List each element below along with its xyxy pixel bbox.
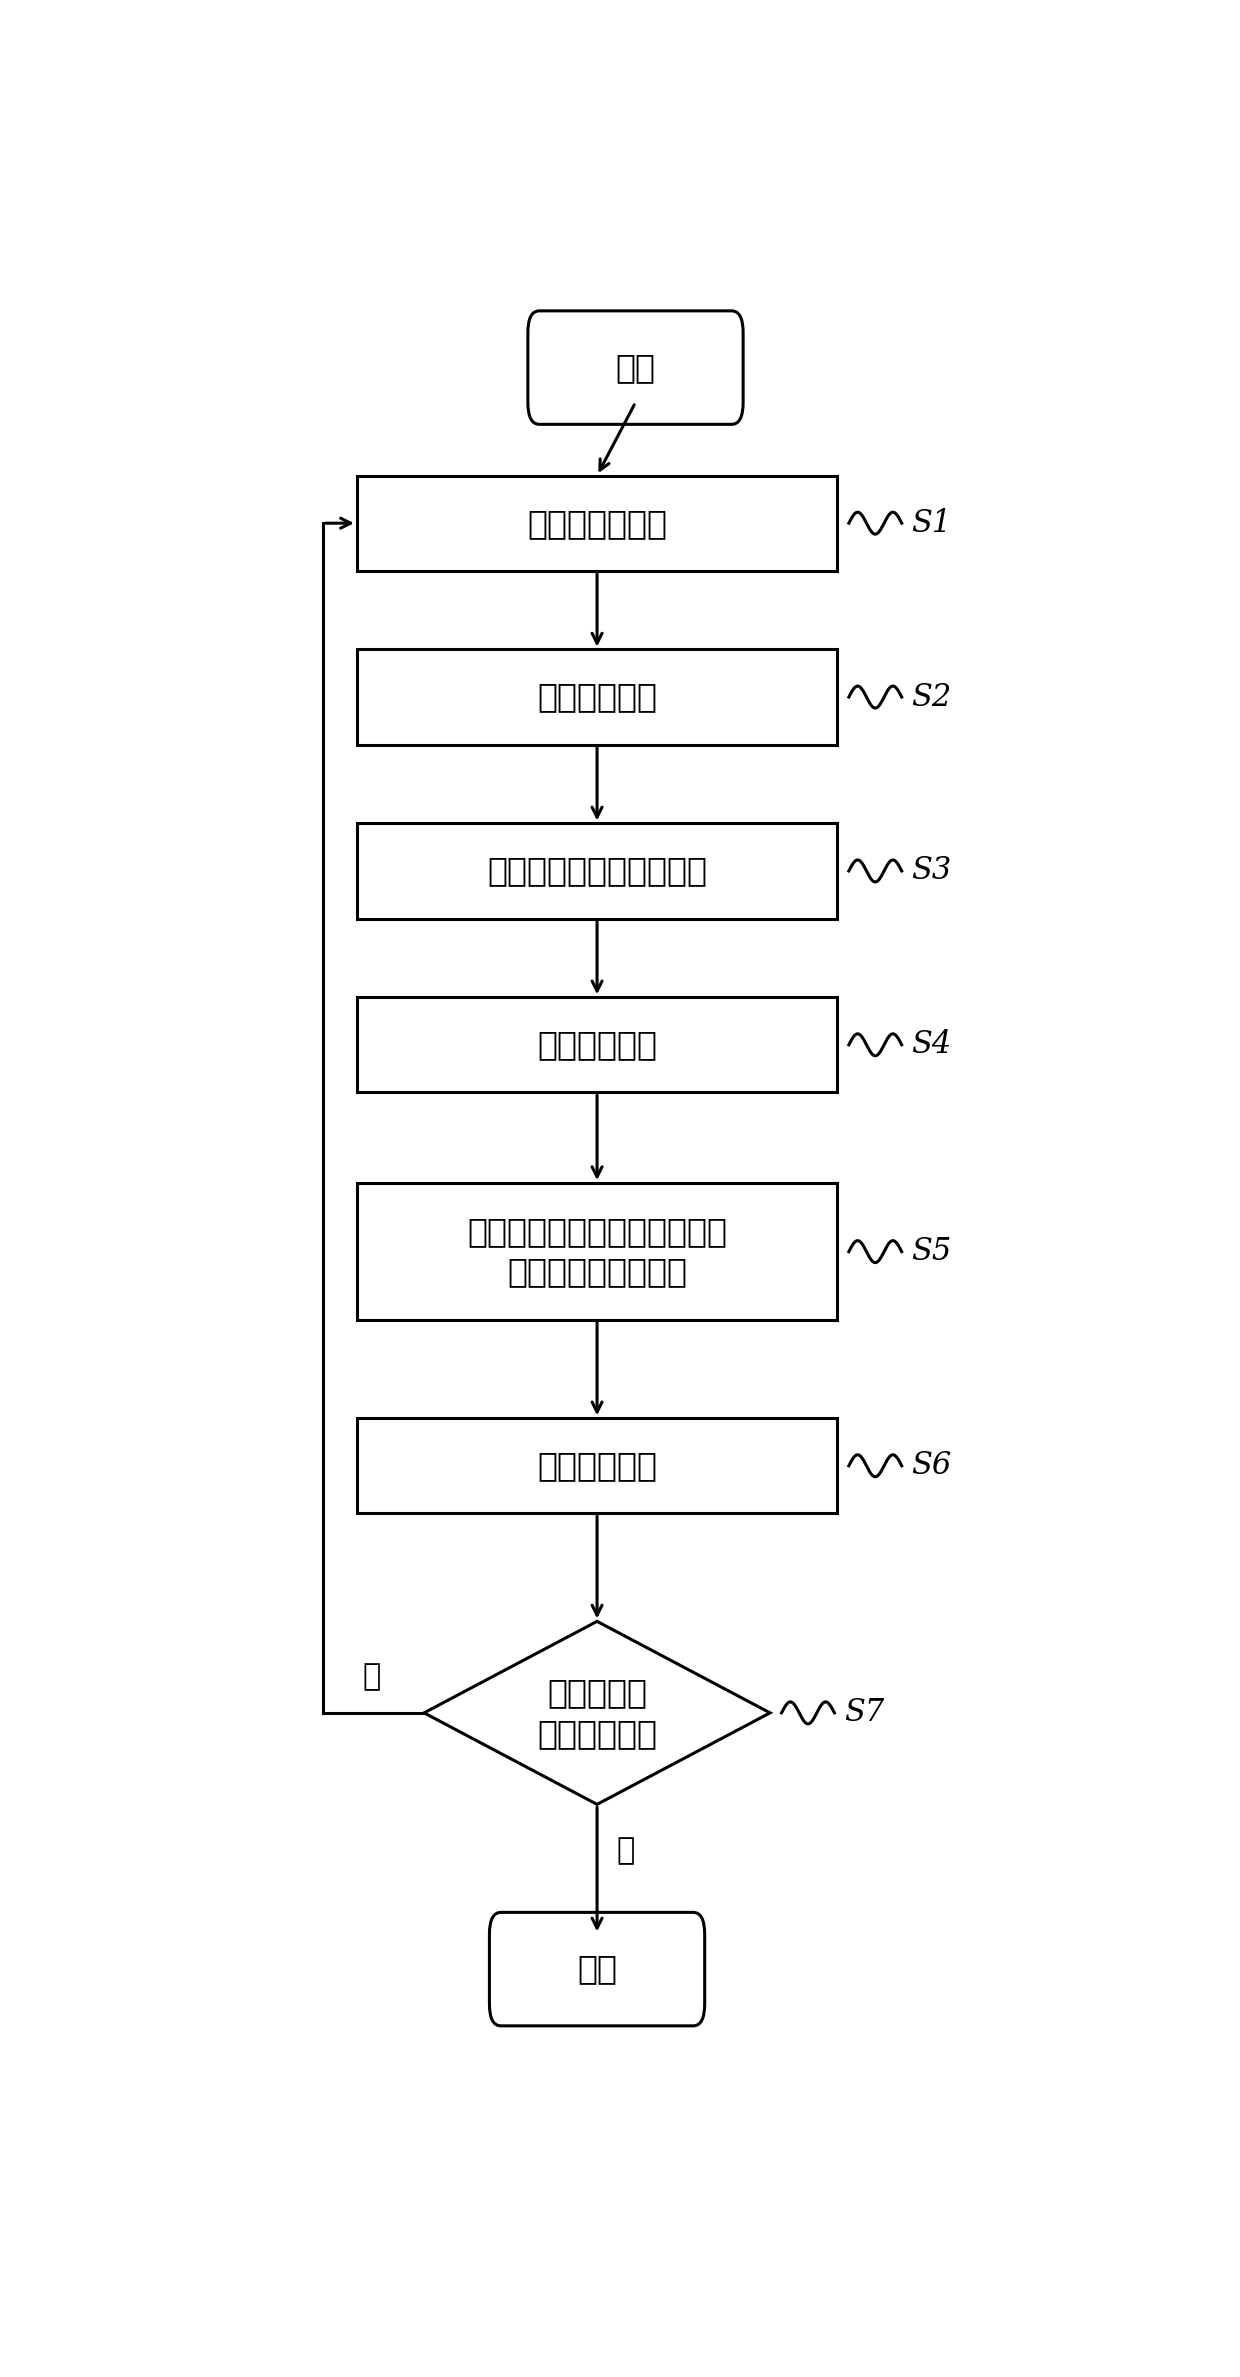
Text: S4: S4 xyxy=(911,1029,951,1060)
Text: 通入第一反应源: 通入第一反应源 xyxy=(527,506,667,540)
Text: 通入第二反应源并微波辅助产
生等离子体参与反应: 通入第二反应源并微波辅助产 生等离子体参与反应 xyxy=(467,1215,727,1288)
Text: 惰性气体吹扫: 惰性气体吹扫 xyxy=(537,1450,657,1483)
Text: S7: S7 xyxy=(844,1697,884,1728)
Text: 开始: 开始 xyxy=(615,352,656,385)
Text: 惰性气体吹扫: 惰性气体吹扫 xyxy=(537,1029,657,1060)
Text: S2: S2 xyxy=(911,682,951,713)
Text: 惰性气体吹扫: 惰性气体吹扫 xyxy=(537,680,657,713)
Text: S3: S3 xyxy=(911,856,951,887)
Text: 薄膜是否达
到预设厚度？: 薄膜是否达 到预设厚度？ xyxy=(537,1676,657,1749)
Text: S5: S5 xyxy=(911,1236,951,1267)
FancyBboxPatch shape xyxy=(528,311,743,425)
Text: 结束: 结束 xyxy=(577,1952,618,1985)
Bar xyxy=(357,998,837,1093)
Bar xyxy=(357,822,837,918)
Bar xyxy=(357,1184,837,1319)
Bar xyxy=(357,1419,837,1514)
FancyBboxPatch shape xyxy=(490,1913,704,2025)
Bar xyxy=(357,649,837,744)
Text: 否: 否 xyxy=(362,1662,381,1690)
Text: S1: S1 xyxy=(911,509,951,540)
Text: 是: 是 xyxy=(616,1837,635,1866)
Polygon shape xyxy=(424,1621,770,1804)
Text: 微波辐照离化第一反应源: 微波辐照离化第一反应源 xyxy=(487,853,707,887)
Bar xyxy=(357,475,837,570)
Text: S6: S6 xyxy=(911,1450,951,1481)
